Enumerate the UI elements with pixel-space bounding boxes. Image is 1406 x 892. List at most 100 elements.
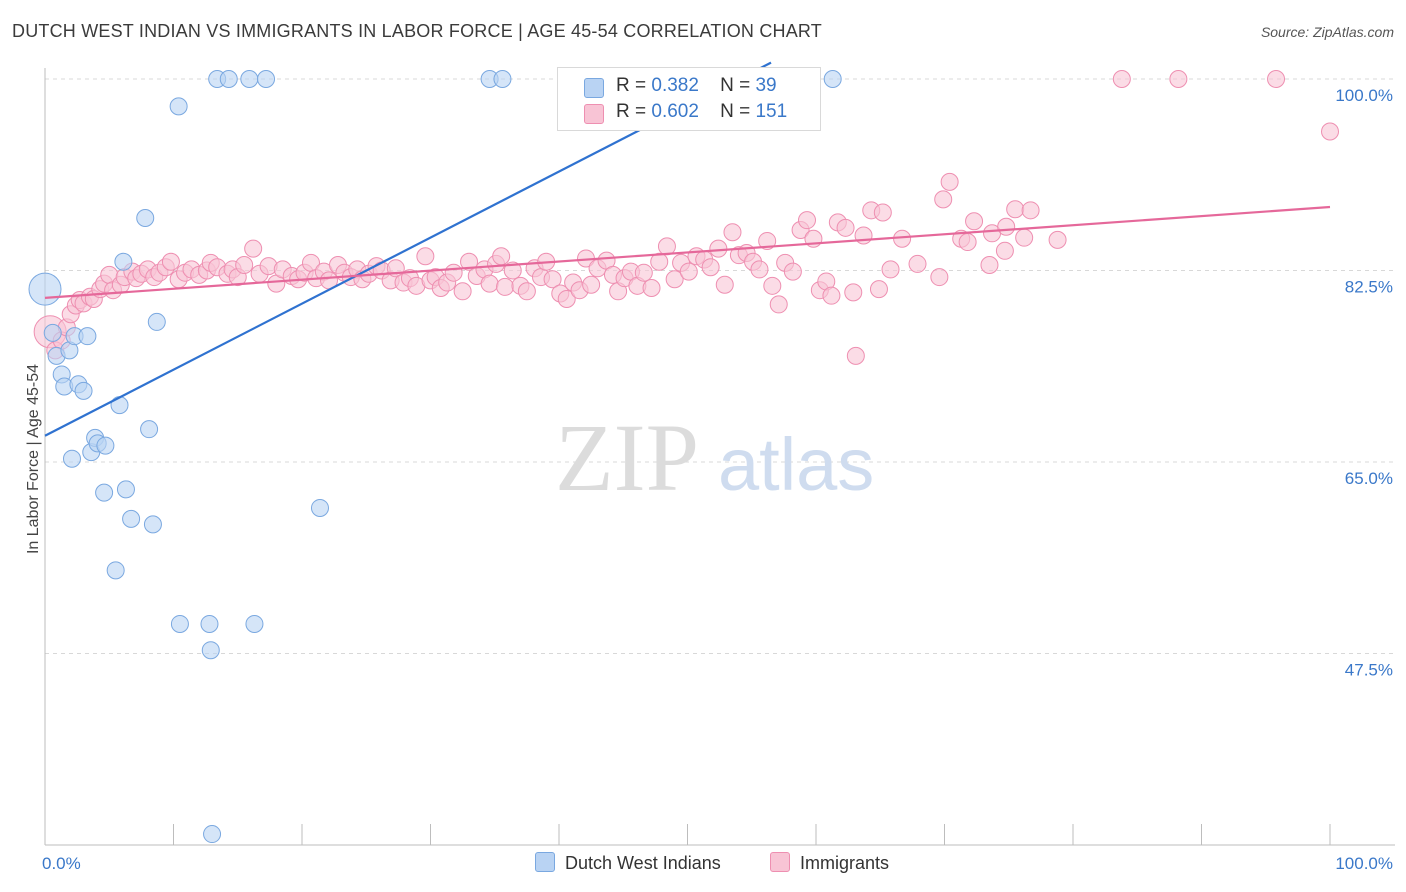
immigrants-point-130 <box>881 260 900 279</box>
immigrants-point-60 <box>416 247 435 266</box>
series-legend-immigrants: Immigrants <box>770 852 889 874</box>
immigrants-point-113 <box>769 295 788 314</box>
immigrants-point-95 <box>642 279 661 298</box>
immigrants-point-134 <box>934 190 953 209</box>
immigrants-point-96 <box>650 252 669 271</box>
immigrants-point-138 <box>965 212 984 231</box>
dutch-west-indians-point-0 <box>28 272 62 306</box>
series-legend-dutch-west-indians: Dutch West Indians <box>535 852 721 874</box>
immigrants-point-98 <box>665 270 684 289</box>
legend-swatch-blue <box>584 78 604 98</box>
dutch-west-indians-point-32 <box>240 70 259 88</box>
immigrants-point-70 <box>480 274 499 293</box>
legend-blue-r-value: 0.382 <box>651 75 699 96</box>
dutch-west-indians-point-26 <box>170 614 189 633</box>
chart-title: DUTCH WEST INDIAN VS IMMIGRANTS IN LABOR… <box>12 21 822 41</box>
dutch-west-indians-point-14 <box>96 436 115 455</box>
dutch-west-indians-point-33 <box>245 614 264 633</box>
dutch-west-indians-points <box>28 70 842 844</box>
immigrants-point-125 <box>846 346 865 365</box>
correlation-legend: R = 0.382 N = 39 R = 0.602 N = 151 <box>557 67 821 131</box>
legend-blue-n-value: 39 <box>755 75 777 96</box>
immigrants-point-82 <box>557 289 576 308</box>
dutch-west-indians-point-9 <box>74 381 93 400</box>
series-name-immigrants: Immigrants <box>800 853 890 873</box>
legend-blue-r-label: R = <box>616 75 647 96</box>
dutch-west-indians-point-24 <box>147 312 166 331</box>
immigrants-point-129 <box>873 203 892 222</box>
immigrants-point-112 <box>763 276 782 295</box>
grid-lines <box>45 78 1395 654</box>
watermark-atlas: atlas <box>718 423 874 506</box>
immigrants-point-76 <box>517 282 536 301</box>
immigrants-point-147 <box>1112 70 1131 88</box>
dutch-west-indians-point-37 <box>493 70 512 88</box>
dutch-west-indians-point-18 <box>116 480 135 499</box>
legend-pink-r-label: R = <box>616 101 647 122</box>
immigrants-point-128 <box>869 280 888 299</box>
immigrants-point-146 <box>1048 230 1067 249</box>
x-tick-label-1: 100.0% <box>1335 854 1393 873</box>
dutch-west-indians-point-35 <box>310 498 329 517</box>
legend-swatch-pink <box>584 104 604 124</box>
immigrants-point-104 <box>709 239 728 258</box>
immigrants-point-100 <box>679 262 698 281</box>
immigrants-point-139 <box>980 256 999 275</box>
immigrants-point-143 <box>1006 200 1025 219</box>
immigrants-point-106 <box>723 223 742 242</box>
immigrants-point-148 <box>1169 70 1188 88</box>
y-tick-label-1: 65.0% <box>1345 469 1393 488</box>
y-tick-label-3: 100.0% <box>1335 86 1393 105</box>
immigrants-point-135 <box>940 172 959 191</box>
immigrants-point-80 <box>543 270 562 289</box>
axes <box>44 68 1395 846</box>
immigrants-point-142 <box>997 217 1016 236</box>
dutch-west-indians-point-29 <box>203 825 222 844</box>
immigrants-point-121 <box>822 286 841 305</box>
immigrants-point-105 <box>715 275 734 294</box>
chart-source: Source: ZipAtlas.com <box>1260 24 1394 40</box>
immigrants-point-133 <box>930 268 949 287</box>
immigrants-point-74 <box>503 261 522 280</box>
dutch-west-indians-point-28 <box>201 641 220 660</box>
immigrants-point-141 <box>995 241 1014 260</box>
immigrants-point-103 <box>701 258 720 277</box>
dutch-west-indians-point-17 <box>110 396 129 415</box>
watermark-zip: ZIP <box>555 404 699 511</box>
legend-blue-n-label: N = <box>720 75 751 96</box>
dutch-west-indians-point-31 <box>219 70 238 88</box>
dutch-west-indians-point-15 <box>95 483 114 502</box>
y-tick-label-0: 47.5% <box>1345 661 1393 680</box>
dutch-west-indians-point-19 <box>114 252 133 271</box>
dutch-west-indians-point-25 <box>169 97 188 116</box>
dutch-west-indians-point-23 <box>143 515 162 534</box>
immigrants-point-137 <box>958 233 977 252</box>
immigrants-point-34 <box>235 256 254 275</box>
immigrants-point-110 <box>750 260 769 279</box>
dutch-west-indians-point-38 <box>823 70 842 88</box>
legend-pink-n-value: 151 <box>755 101 788 122</box>
dutch-west-indians-point-10 <box>78 327 97 346</box>
dutch-west-indians-point-16 <box>106 561 125 580</box>
immigrants-point-123 <box>836 218 855 237</box>
immigrants-point-150 <box>1321 122 1339 141</box>
immigrants-point-86 <box>582 275 601 294</box>
immigrants-point-149 <box>1267 70 1286 88</box>
series-name-dutch-west-indians: Dutch West Indians <box>565 853 721 873</box>
immigrants-point-23 <box>161 252 180 271</box>
series-swatch-pink <box>770 852 790 872</box>
watermark: ZIP atlas <box>555 404 874 511</box>
dutch-west-indians-point-34 <box>257 70 276 88</box>
immigrants-point-65 <box>444 263 463 282</box>
immigrants-points <box>33 70 1339 365</box>
immigrants-point-117 <box>798 211 817 230</box>
dutch-west-indians-point-20 <box>122 509 141 528</box>
immigrants-trend-line <box>44 205 1331 299</box>
immigrants-point-35 <box>244 239 263 258</box>
dutch-west-indians-point-22 <box>140 420 159 439</box>
dutch-west-indians-point-27 <box>200 614 219 633</box>
immigrants-point-73 <box>496 277 515 296</box>
immigrants-point-67 <box>460 252 479 271</box>
immigrants-point-94 <box>634 263 653 282</box>
